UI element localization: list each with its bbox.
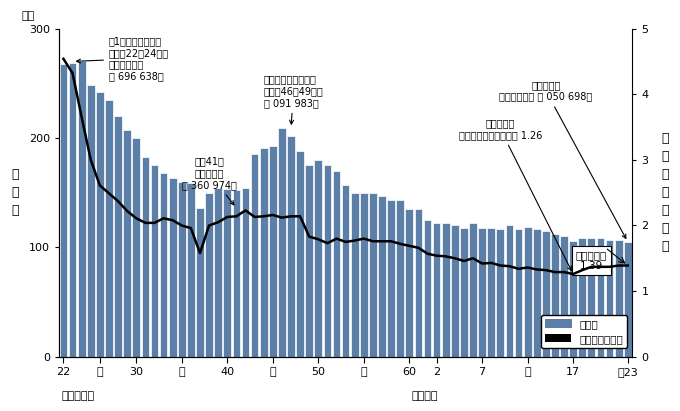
Bar [369,193,377,357]
Bar [123,130,131,357]
Bar [606,240,613,357]
Bar [442,223,449,357]
Bar [469,223,477,357]
Bar [488,228,495,357]
Y-axis label: 出
生
数: 出 生 数 [11,168,18,217]
Bar [87,85,95,357]
Bar [496,229,504,357]
Bar [615,240,622,357]
Bar [205,193,213,357]
Bar [524,226,532,357]
Bar [515,229,522,357]
Bar [196,208,204,357]
Bar [96,92,104,357]
Bar [533,229,541,357]
Bar [551,234,559,357]
Bar [405,209,413,357]
Text: 平成２３年
1.39: 平成２３年 1.39 [576,250,607,271]
Bar [60,64,67,357]
Bar [542,231,549,357]
Text: 万人: 万人 [22,11,35,21]
Text: 昭和･･年: 昭和･･年 [62,391,95,402]
Bar [187,183,194,357]
Text: 昭和41年
ひのえうま
１ 360 974人: 昭和41年 ひのえうま １ 360 974人 [182,157,237,205]
Bar [588,238,595,357]
Bar [432,223,441,357]
Bar [342,185,350,357]
Bar [505,226,513,357]
Bar [360,193,368,357]
Bar [69,62,76,357]
Bar [233,190,240,357]
Bar [596,238,605,357]
Bar [579,238,586,357]
Bar [141,157,149,357]
Bar [324,165,331,357]
Text: 第２次ベビーブーム
（昭和46～49年）
２ 091 983人: 第２次ベビーブーム （昭和46～49年） ２ 091 983人 [264,74,324,124]
Y-axis label: 合
計
特
殖
出
生
率: 合 計 特 殖 出 生 率 [662,132,669,253]
Bar [460,228,468,357]
Bar [415,209,422,357]
Bar [241,188,250,357]
Bar [169,178,177,357]
Bar [333,171,341,357]
Text: 平成１７年
最低の合計特殖出生率 1.26: 平成１７年 最低の合計特殖出生率 1.26 [458,118,571,270]
Bar [396,200,404,357]
Bar [224,189,231,357]
Bar [251,155,258,357]
Bar [278,128,286,357]
Bar [260,148,267,357]
Bar [133,138,140,357]
Bar [560,236,568,357]
Bar [160,173,167,357]
Bar [114,116,122,357]
Bar [424,220,431,357]
Bar [287,136,295,357]
Legend: 出生数, 合計特殖出生率: 出生数, 合計特殖出生率 [541,315,627,348]
Bar [387,200,395,357]
Bar [305,165,313,357]
Bar [178,182,186,357]
Bar [150,165,158,357]
Bar [105,100,113,357]
Bar [451,226,459,357]
Text: 平成２３年
最低の出生数 １ 050 698人: 平成２３年 最低の出生数 １ 050 698人 [499,80,626,238]
Text: 第1次ベビーブーム
（昭和22～24年）
最高の出生数
２ 696 638人: 第1次ベビーブーム （昭和22～24年） 最高の出生数 ２ 696 638人 [77,36,169,81]
Text: 平成･年: 平成･年 [411,391,438,402]
Bar [296,151,304,357]
Bar [624,242,632,357]
Bar [269,145,277,357]
Bar [569,241,577,357]
Bar [314,160,322,357]
Bar [214,188,222,357]
Bar [351,193,358,357]
Bar [78,61,86,357]
Bar [478,228,486,357]
Bar [378,196,386,357]
